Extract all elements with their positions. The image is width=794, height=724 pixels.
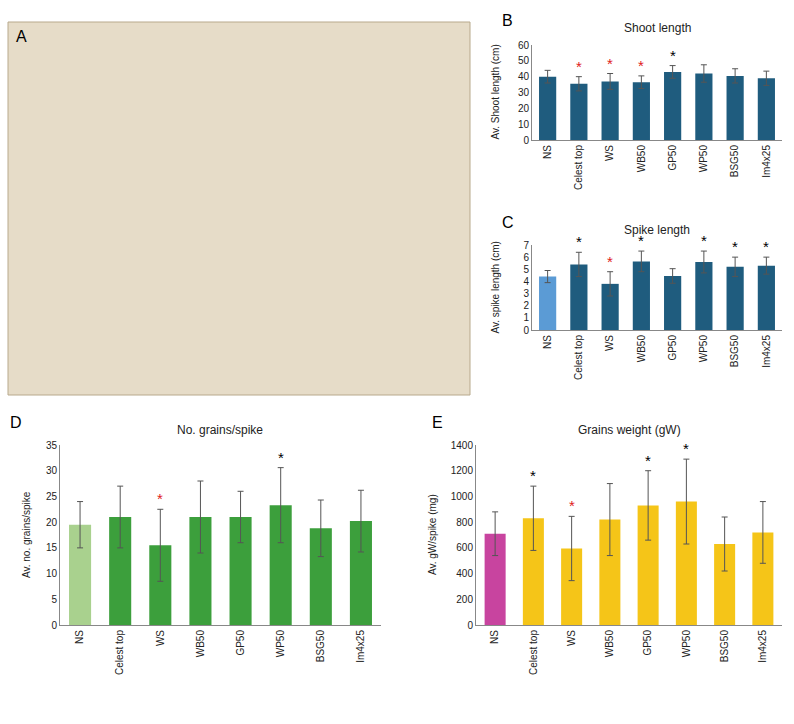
svg-text:10: 10 <box>518 119 530 130</box>
svg-text:25: 25 <box>46 491 58 502</box>
svg-text:20: 20 <box>518 103 530 114</box>
svg-text:GP50: GP50 <box>642 630 653 656</box>
svg-text:NS: NS <box>542 145 553 159</box>
svg-text:5: 5 <box>523 264 529 275</box>
svg-text:*: * <box>763 238 769 255</box>
svg-text:*: * <box>576 58 582 75</box>
svg-text:Celest top: Celest top <box>528 630 539 675</box>
svg-text:WB50: WB50 <box>636 145 647 173</box>
svg-text:Av. gW/spike (mg): Av. gW/spike (mg) <box>427 494 438 575</box>
svg-text:*: * <box>701 232 707 249</box>
svg-text:*: * <box>645 452 651 469</box>
svg-text:*: * <box>278 449 284 466</box>
svg-text:WP50: WP50 <box>698 145 709 173</box>
svg-text:Grains weight (gW): Grains weight (gW) <box>578 423 681 437</box>
svg-text:Av. no. grains/spike: Av. no. grains/spike <box>21 491 32 578</box>
svg-text:800: 800 <box>456 517 473 528</box>
svg-text:2: 2 <box>523 300 529 311</box>
svg-text:Shoot length: Shoot length <box>624 21 691 35</box>
svg-text:600: 600 <box>456 542 473 553</box>
svg-text:1400: 1400 <box>451 440 474 451</box>
svg-text:*: * <box>670 47 676 64</box>
svg-text:Av. spike length (cm): Av. spike length (cm) <box>490 241 501 333</box>
svg-text:Im4x25: Im4x25 <box>761 145 772 178</box>
svg-text:*: * <box>638 57 644 74</box>
svg-text:NS: NS <box>74 630 85 644</box>
svg-text:WB50: WB50 <box>195 630 206 658</box>
svg-text:1200: 1200 <box>451 465 474 476</box>
svg-text:0: 0 <box>51 620 57 631</box>
svg-text:BSG50: BSG50 <box>729 145 740 178</box>
svg-text:WP50: WP50 <box>698 335 709 363</box>
svg-text:*: * <box>732 238 738 255</box>
svg-text:60: 60 <box>518 40 530 51</box>
svg-text:0: 0 <box>523 135 529 146</box>
svg-text:Im4x25: Im4x25 <box>355 630 366 663</box>
svg-text:3: 3 <box>523 288 529 299</box>
svg-text:BSG50: BSG50 <box>719 630 730 663</box>
svg-text:NS: NS <box>489 630 500 644</box>
svg-text:1000: 1000 <box>451 491 474 502</box>
svg-text:*: * <box>607 55 613 72</box>
svg-text:A: A <box>16 28 27 45</box>
svg-text:30: 30 <box>518 87 530 98</box>
svg-text:NS: NS <box>542 335 553 349</box>
svg-text:40: 40 <box>518 71 530 82</box>
svg-text:WP50: WP50 <box>275 630 286 658</box>
svg-text:WS: WS <box>566 630 577 646</box>
svg-text:5: 5 <box>51 594 57 605</box>
svg-text:10: 10 <box>46 568 58 579</box>
svg-text:*: * <box>576 233 582 250</box>
svg-text:Im4x25: Im4x25 <box>761 335 772 368</box>
svg-text:WS: WS <box>155 630 166 646</box>
svg-text:B: B <box>502 12 513 29</box>
svg-text:7: 7 <box>523 240 529 251</box>
svg-text:C: C <box>502 214 514 231</box>
svg-text:Spike length: Spike length <box>624 223 690 237</box>
svg-text:WB50: WB50 <box>636 335 647 363</box>
svg-text:WS: WS <box>604 145 615 161</box>
svg-text:WS: WS <box>604 335 615 351</box>
svg-text:15: 15 <box>46 542 58 553</box>
svg-text:BSG50: BSG50 <box>315 630 326 663</box>
svg-text:0: 0 <box>523 325 529 336</box>
svg-text:6: 6 <box>523 252 529 263</box>
svg-text:*: * <box>157 490 163 507</box>
svg-text:20: 20 <box>46 517 58 528</box>
svg-text:Celest top: Celest top <box>573 335 584 380</box>
svg-text:Im4x25: Im4x25 <box>757 630 768 663</box>
svg-text:Celest top: Celest top <box>573 145 584 190</box>
svg-text:0: 0 <box>467 620 473 631</box>
svg-text:*: * <box>683 440 689 457</box>
svg-text:400: 400 <box>456 568 473 579</box>
svg-text:200: 200 <box>456 594 473 605</box>
svg-text:30: 30 <box>46 465 58 476</box>
svg-text:No. grains/spike: No. grains/spike <box>177 423 263 437</box>
svg-text:*: * <box>638 232 644 249</box>
svg-text:WB50: WB50 <box>604 630 615 658</box>
svg-text:4: 4 <box>523 276 529 287</box>
svg-text:*: * <box>530 467 536 484</box>
svg-text:Av. Shoot length (cm): Av. Shoot length (cm) <box>490 44 501 139</box>
svg-text:WP50: WP50 <box>681 630 692 658</box>
svg-text:35: 35 <box>46 440 58 451</box>
svg-text:GP50: GP50 <box>667 335 678 361</box>
svg-text:D: D <box>10 414 22 431</box>
svg-text:BSG50: BSG50 <box>729 335 740 368</box>
svg-text:E: E <box>432 414 443 431</box>
svg-text:*: * <box>569 497 575 514</box>
svg-text:50: 50 <box>518 55 530 66</box>
svg-text:1: 1 <box>523 312 529 323</box>
svg-text:*: * <box>607 253 613 270</box>
svg-text:Celest top: Celest top <box>114 630 125 675</box>
svg-text:GP50: GP50 <box>235 630 246 656</box>
svg-text:GP50: GP50 <box>667 145 678 171</box>
